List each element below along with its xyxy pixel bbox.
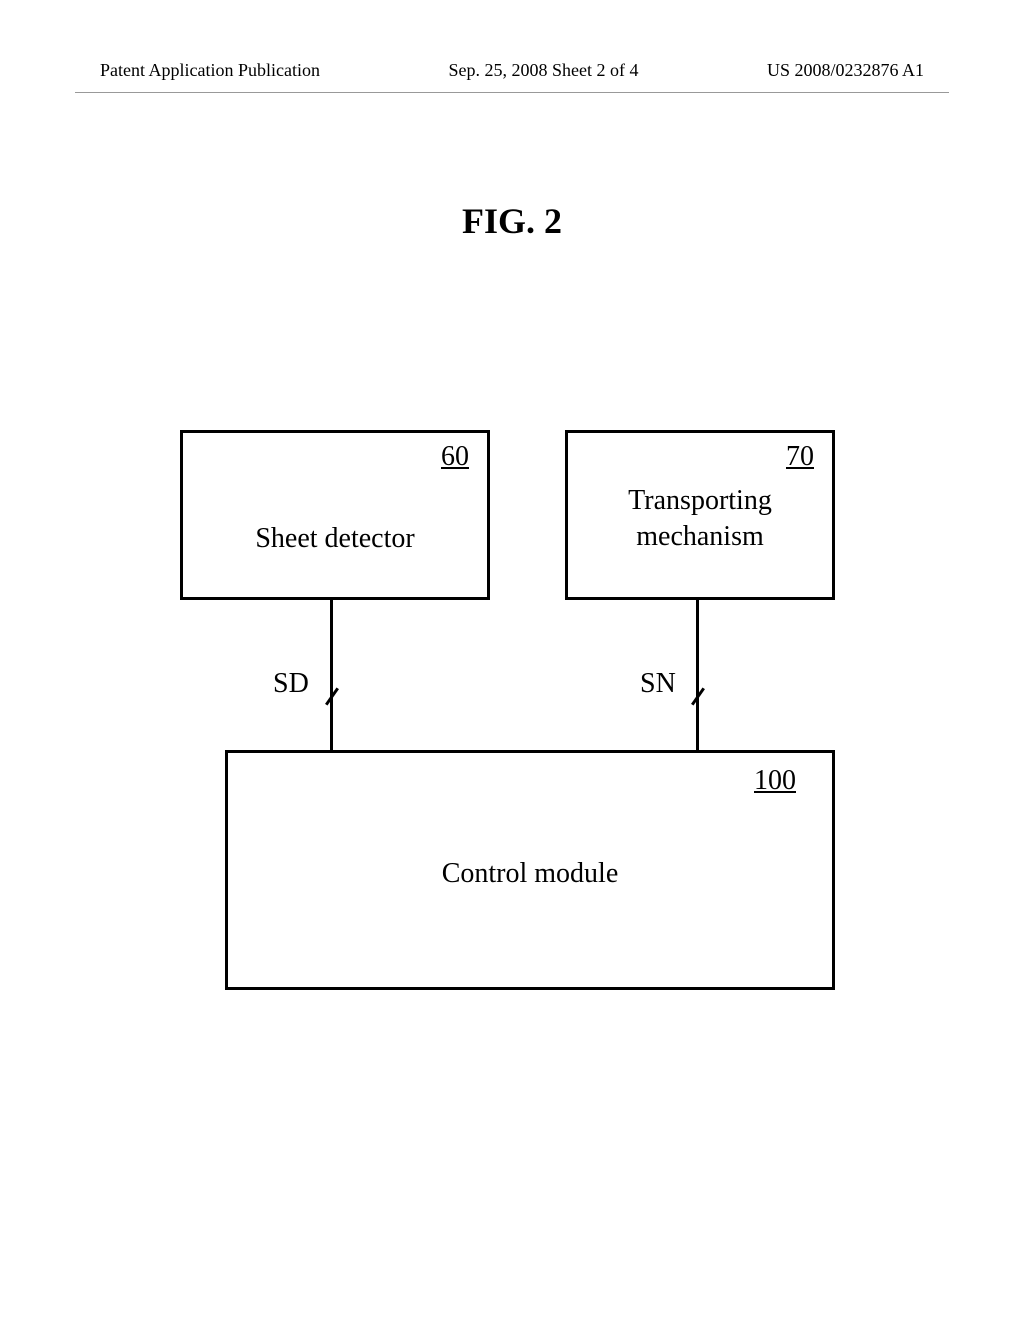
block-diagram: 60 Sheet detector 70 Transporting mechan… [180, 430, 860, 990]
transporting-mechanism-number: 70 [786, 441, 814, 473]
connector-sd-line [330, 600, 333, 750]
header-publication-type: Patent Application Publication [100, 60, 320, 81]
header-date-sheet: Sep. 25, 2008 Sheet 2 of 4 [448, 60, 638, 81]
transporting-mechanism-block: 70 Transporting mechanism [565, 430, 835, 600]
transporting-line2: mechanism [636, 521, 764, 552]
control-module-label: Control module [228, 858, 832, 890]
signal-sn-label: SN [640, 668, 676, 700]
figure-title: FIG. 2 [462, 200, 562, 242]
sheet-detector-block: 60 Sheet detector [180, 430, 490, 600]
page-header: Patent Application Publication Sep. 25, … [0, 60, 1024, 81]
sheet-detector-number: 60 [441, 441, 469, 473]
header-patent-number: US 2008/0232876 A1 [767, 60, 924, 81]
transporting-mechanism-label: Transporting mechanism [568, 483, 832, 556]
control-module-block: 100 Control module [225, 750, 835, 990]
header-divider [75, 92, 949, 93]
control-module-number: 100 [754, 765, 796, 797]
transporting-line1: Transporting [628, 485, 772, 516]
sheet-detector-label: Sheet detector [183, 523, 487, 555]
connector-sn-line [696, 600, 699, 750]
signal-sd-label: SD [273, 668, 309, 700]
